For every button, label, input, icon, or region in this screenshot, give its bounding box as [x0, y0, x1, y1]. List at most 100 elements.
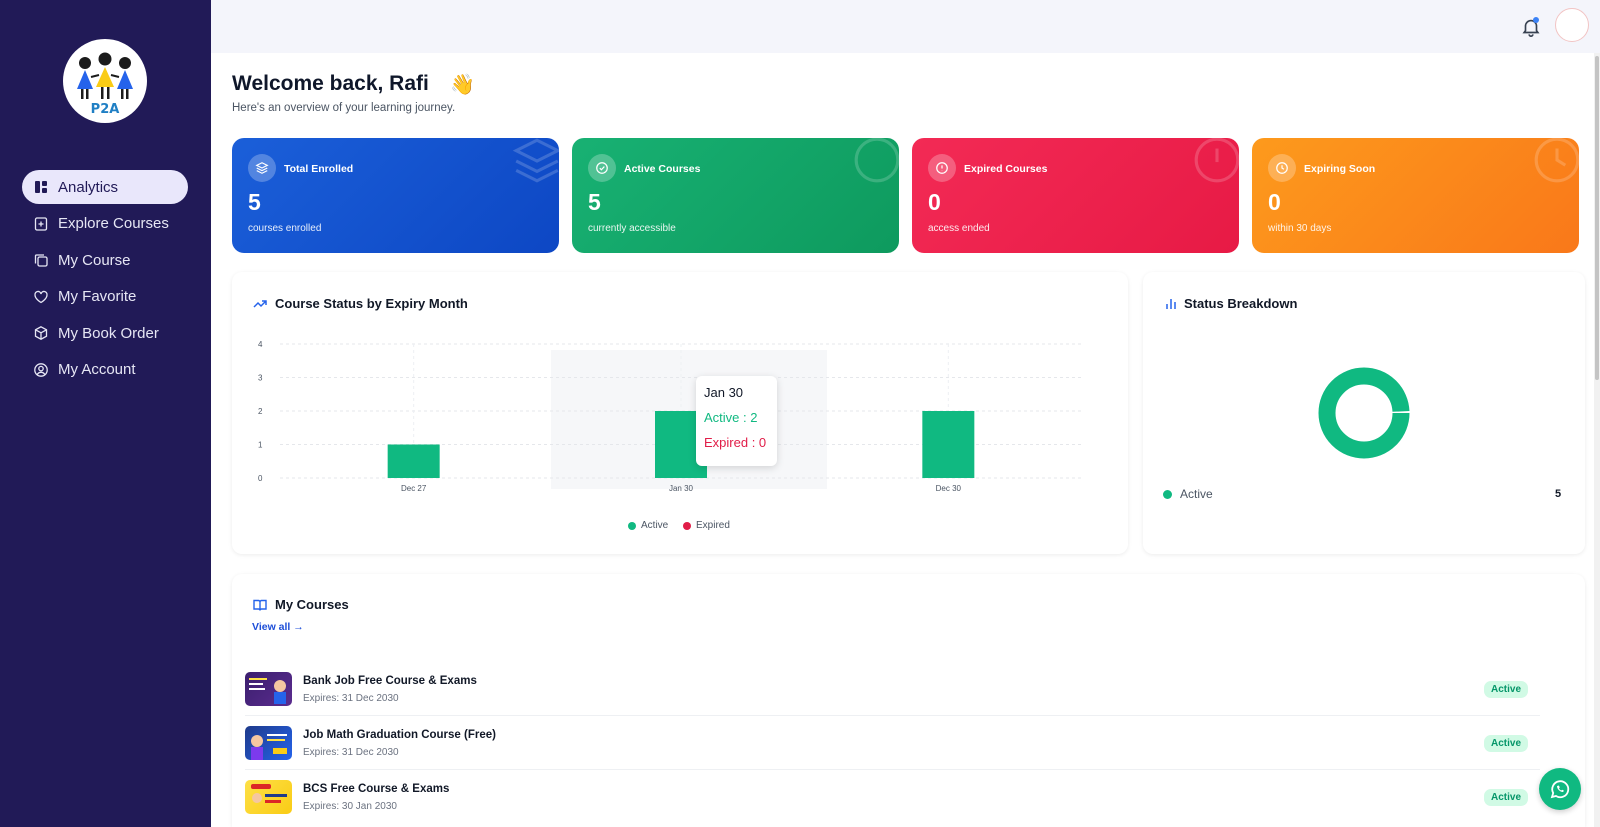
logo-text: P2A — [63, 102, 147, 117]
avatar[interactable] — [1555, 8, 1589, 42]
user-circle-icon — [33, 362, 49, 378]
stat-subtext: courses enrolled — [248, 223, 321, 234]
sidebar-item-label: My Course — [58, 252, 131, 269]
my-courses-title: My Courses — [275, 597, 349, 612]
heart-icon — [33, 289, 49, 305]
copy-icon — [33, 252, 49, 268]
chart-tooltip: Jan 30 Active : 2 Expired : 0 — [696, 376, 777, 466]
divider — [245, 769, 1540, 770]
bar-active[interactable] — [922, 411, 974, 478]
y-tick-label: 1 — [258, 441, 263, 450]
check-circle-icon — [588, 154, 616, 182]
clock-icon — [1268, 154, 1296, 182]
y-tick-label: 0 — [258, 474, 263, 483]
course-expiry: Expires: 31 Dec 2030 — [303, 747, 399, 758]
whatsapp-icon — [1548, 777, 1572, 801]
stat-card-total-enrolled[interactable]: Total Enrolled 5 courses enrolled — [232, 138, 559, 253]
legend-active[interactable]: Active — [628, 520, 668, 531]
tooltip-expired: Expired : 0 — [704, 435, 769, 450]
legend-swatch-expired — [683, 522, 691, 530]
stat-label: Total Enrolled — [284, 163, 353, 175]
legend-label: Active — [641, 520, 668, 531]
check-circle-decoration-icon — [851, 138, 899, 186]
stat-label: Expired Courses — [964, 163, 1047, 175]
sidebar-item-analytics[interactable]: Analytics — [22, 170, 188, 204]
book-open-icon — [252, 597, 268, 613]
y-tick-label: 4 — [258, 340, 263, 349]
course-thumbnail — [245, 780, 292, 814]
status-badge: Active — [1484, 735, 1528, 752]
course-name: Job Math Graduation Course (Free) — [303, 729, 496, 741]
status-donut-chart — [1314, 363, 1414, 463]
stat-label: Active Courses — [624, 163, 700, 175]
status-badge: Active — [1484, 789, 1528, 806]
status-breakdown-title: Status Breakdown — [1184, 296, 1297, 311]
donut-legend-value: 5 — [1555, 488, 1561, 500]
sidebar-item-label: Explore Courses — [58, 215, 169, 232]
stat-value: 5 — [248, 189, 261, 216]
legend-swatch-active — [1163, 490, 1172, 499]
sidebar-item-my-book-order[interactable]: My Book Order — [22, 316, 188, 350]
tooltip-active: Active : 2 — [704, 410, 769, 425]
course-thumbnail — [245, 672, 292, 706]
status-badge: Active — [1484, 681, 1528, 698]
package-icon — [33, 325, 49, 341]
course-expiry: Expires: 30 Jan 2030 — [303, 801, 397, 812]
y-tick-label: 3 — [258, 374, 263, 383]
page-subtitle: Here's an overview of your learning jour… — [232, 102, 455, 114]
legend-expired[interactable]: Expired — [683, 520, 730, 531]
scrollbar-thumb[interactable] — [1595, 56, 1599, 380]
y-tick-label: 2 — [258, 407, 263, 416]
sidebar-item-label: My Book Order — [58, 325, 159, 342]
sidebar-item-explore-courses[interactable]: Explore Courses — [22, 207, 188, 241]
stat-card-active-courses[interactable]: Active Courses 5 currently accessible — [572, 138, 899, 253]
sidebar-item-my-favorite[interactable]: My Favorite — [22, 280, 188, 314]
trending-up-icon — [252, 296, 268, 312]
whatsapp-button[interactable] — [1539, 768, 1581, 810]
sidebar-nav: Analytics Explore Courses My Course My F… — [22, 170, 188, 390]
x-tick-label: Jan 30 — [669, 484, 694, 493]
tooltip-title: Jan 30 — [704, 385, 769, 400]
plus-square-icon — [33, 216, 49, 232]
sidebar-item-my-course[interactable]: My Course — [22, 243, 188, 277]
legend-swatch-active — [628, 522, 636, 530]
course-thumbnail — [245, 726, 292, 760]
dashboard-icon — [33, 179, 49, 195]
expiry-bar-chart: 0 1 2 3 4 Dec 27 Jan 30 Dec 30 — [232, 330, 1128, 530]
sidebar: P2A Analytics Explore Courses My Course … — [0, 0, 211, 827]
layers-icon — [248, 154, 276, 182]
brand-logo[interactable]: P2A — [63, 39, 147, 123]
page-title: Welcome back, Rafi — [232, 72, 429, 96]
donut-legend-active: Active — [1163, 487, 1213, 501]
layers-decoration-icon — [511, 138, 559, 186]
view-all-link[interactable]: View all → — [252, 621, 304, 633]
sidebar-item-my-account[interactable]: My Account — [22, 353, 188, 387]
bar-active[interactable] — [388, 445, 440, 479]
donut-slice-active[interactable] — [1327, 376, 1401, 450]
clock-decoration-icon — [1531, 138, 1579, 186]
stat-subtext: currently accessible — [588, 223, 676, 234]
course-name: Bank Job Free Course & Exams — [303, 675, 477, 687]
stat-value: 5 — [588, 189, 601, 216]
stat-label: Expiring Soon — [1304, 163, 1375, 175]
stat-value: 0 — [928, 189, 941, 216]
divider — [245, 715, 1540, 716]
stat-card-expired-courses[interactable]: Expired Courses 0 access ended — [912, 138, 1239, 253]
course-expiry: Expires: 31 Dec 2030 — [303, 693, 399, 704]
legend-label: Expired — [696, 520, 730, 531]
waving-hand-icon: 👋 — [450, 72, 475, 97]
alert-decoration-icon — [1191, 138, 1239, 186]
x-tick-label: Dec 27 — [401, 484, 427, 493]
sidebar-item-label: My Account — [58, 361, 136, 378]
legend-label: Active — [1180, 487, 1213, 501]
notification-dot — [1533, 17, 1539, 23]
sidebar-item-label: My Favorite — [58, 288, 136, 305]
stat-subtext: access ended — [928, 223, 990, 234]
stat-card-expiring-soon[interactable]: Expiring Soon 0 within 30 days — [1252, 138, 1579, 253]
stat-subtext: within 30 days — [1268, 223, 1331, 234]
course-row[interactable]: BCS Free Course & Exams Expires: 30 Jan … — [245, 777, 1545, 827]
sidebar-item-label: Analytics — [58, 179, 118, 196]
bar-chart-icon — [1163, 296, 1179, 312]
alert-circle-icon — [928, 154, 956, 182]
expiry-chart-title: Course Status by Expiry Month — [275, 296, 468, 311]
